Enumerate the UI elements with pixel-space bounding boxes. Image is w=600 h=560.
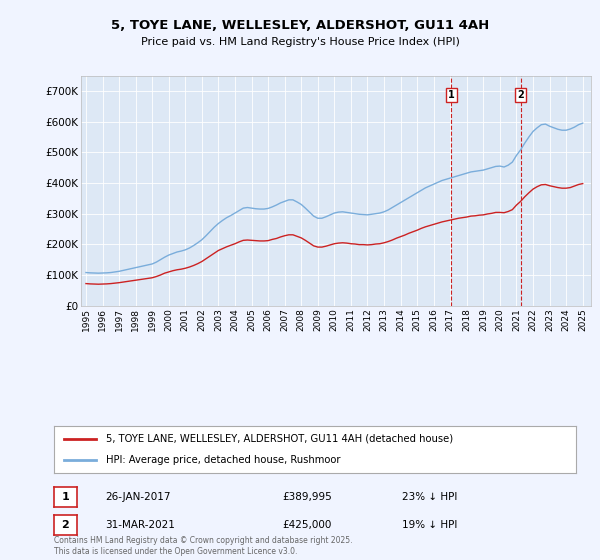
Text: 23% ↓ HPI: 23% ↓ HPI xyxy=(402,492,457,502)
Text: Price paid vs. HM Land Registry's House Price Index (HPI): Price paid vs. HM Land Registry's House … xyxy=(140,37,460,47)
Text: £389,995: £389,995 xyxy=(282,492,332,502)
Text: 5, TOYE LANE, WELLESLEY, ALDERSHOT, GU11 4AH: 5, TOYE LANE, WELLESLEY, ALDERSHOT, GU11… xyxy=(111,18,489,32)
Text: £425,000: £425,000 xyxy=(282,520,331,530)
Text: Contains HM Land Registry data © Crown copyright and database right 2025.
This d: Contains HM Land Registry data © Crown c… xyxy=(54,536,353,556)
Text: 26-JAN-2017: 26-JAN-2017 xyxy=(105,492,170,502)
Text: 31-MAR-2021: 31-MAR-2021 xyxy=(105,520,175,530)
Text: 1: 1 xyxy=(448,90,455,100)
Text: 1: 1 xyxy=(62,492,69,502)
Text: 2: 2 xyxy=(517,90,524,100)
Text: HPI: Average price, detached house, Rushmoor: HPI: Average price, detached house, Rush… xyxy=(106,455,341,465)
Text: 2: 2 xyxy=(62,520,69,530)
Text: 5, TOYE LANE, WELLESLEY, ALDERSHOT, GU11 4AH (detached house): 5, TOYE LANE, WELLESLEY, ALDERSHOT, GU11… xyxy=(106,434,454,444)
Text: 19% ↓ HPI: 19% ↓ HPI xyxy=(402,520,457,530)
